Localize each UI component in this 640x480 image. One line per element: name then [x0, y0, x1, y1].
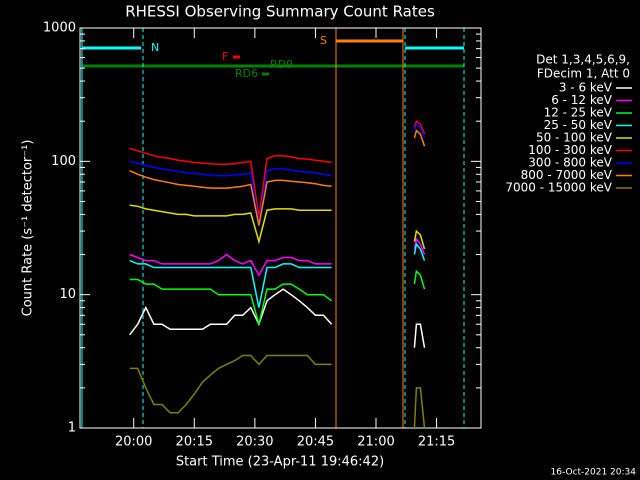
y-axis-label: Count Rate (s⁻¹ detector⁻¹)	[21, 140, 36, 317]
x-tick-label: 20:00	[115, 435, 152, 450]
chart-title: RHESSI Observing Summary Count Rates	[125, 3, 435, 21]
x-tick-label: 20:15	[176, 435, 213, 450]
legend-label: 3 - 6 keV	[559, 81, 613, 95]
plot-frame	[79, 27, 482, 429]
y-tick-label: 1000	[43, 21, 76, 36]
flag-label: F	[222, 50, 228, 63]
flag-label: N	[151, 41, 159, 54]
series-line	[129, 237, 426, 277]
series-line	[129, 122, 426, 224]
legend-header: Det 1,3,4,5,6,9,	[536, 53, 630, 67]
legend-label: 300 - 800 keV	[528, 156, 612, 170]
legend-label: 100 - 300 keV	[528, 143, 612, 157]
flag-label: S	[320, 34, 327, 47]
legend-header: FDecim 1, Att 0	[537, 67, 630, 81]
legend-label: 7000 - 15000 keV	[505, 181, 612, 195]
series-line	[129, 354, 426, 429]
x-tick-label: 20:30	[236, 435, 273, 450]
y-tick-label: 10	[59, 287, 76, 302]
series-line	[129, 119, 426, 218]
flag-label: RD9	[270, 58, 293, 71]
x-axis-label: Start Time (23-Apr-11 19:46:42)	[176, 455, 384, 470]
footer: 16-Oct-2021 20:34	[551, 468, 637, 478]
legend-label: 50 - 100 keV	[536, 131, 613, 145]
x-tick-label: 20:45	[297, 435, 334, 450]
y-tick-label: 1	[68, 421, 76, 436]
flag-bars	[81, 28, 465, 428]
series-line	[129, 242, 426, 308]
legend-label: 12 - 25 keV	[544, 106, 613, 120]
y-tick-label: 100	[51, 154, 76, 169]
series-line	[129, 288, 426, 348]
legend-label: 25 - 50 keV	[544, 118, 613, 132]
series-line	[129, 204, 426, 250]
legend-label: 800 - 7000 keV	[521, 168, 613, 182]
flag-label: RD6	[235, 67, 258, 80]
x-tick-label: 21:00	[357, 435, 394, 450]
series-line	[129, 269, 426, 325]
legend-label: 6 - 12 keV	[551, 93, 613, 107]
series-line	[129, 129, 426, 226]
x-tick-label: 21:15	[418, 435, 455, 450]
